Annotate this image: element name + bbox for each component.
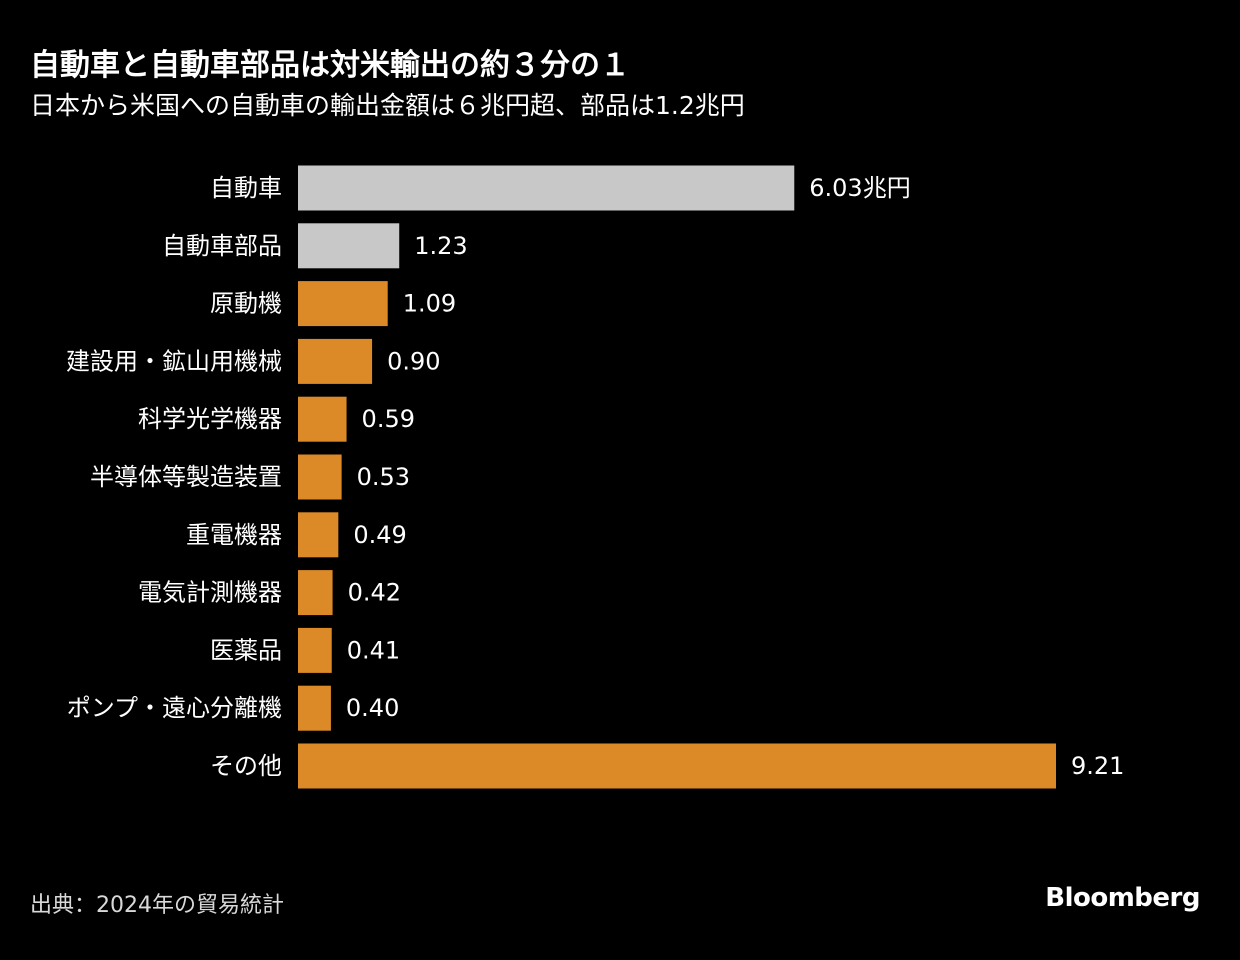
value-label: 0.40 [346, 694, 399, 722]
value-label: 9.21 [1071, 752, 1124, 780]
value-label: 1.09 [403, 290, 456, 318]
source-note: 出典：2024年の貿易統計 [30, 893, 284, 918]
bar [298, 396, 347, 442]
bar [298, 223, 400, 269]
category-label: 重電機器 [186, 521, 282, 549]
bar [298, 512, 339, 558]
value-label: 0.42 [348, 579, 401, 607]
value-label: 0.49 [353, 521, 406, 549]
bar [298, 570, 333, 616]
value-label: 1.23 [414, 232, 467, 260]
bar [298, 281, 388, 327]
category-label: その他 [210, 752, 282, 780]
value-label: 0.59 [362, 405, 415, 433]
value-label: 0.90 [387, 347, 440, 375]
category-label: 医薬品 [210, 636, 282, 664]
value-label: 0.41 [347, 636, 400, 664]
bar [298, 685, 331, 731]
category-label: 建設用・鉱山用機械 [66, 347, 282, 375]
value-label: 6.03兆円 [809, 174, 910, 202]
category-label: 自動車 [210, 174, 282, 202]
chart-title: 自動車と自動車部品は対米輸出の約３分の１ [30, 48, 630, 83]
bar [298, 627, 332, 673]
bar [298, 165, 795, 211]
bar [298, 338, 373, 384]
bar [298, 454, 342, 500]
value-label: 0.53 [357, 463, 410, 491]
category-label: 電気計測機器 [138, 579, 282, 607]
category-label: 原動機 [210, 290, 282, 318]
category-label: 自動車部品 [162, 232, 282, 260]
category-label: 科学光学機器 [138, 405, 282, 433]
category-label: ポンプ・遠心分離機 [67, 694, 282, 722]
brand-logo: Bloomberg [1045, 883, 1200, 913]
category-label: 半導体等製造装置 [90, 463, 282, 491]
chart-subtitle: 日本から米国への自動車の輸出金額は６兆円超、部品は1.2兆円 [30, 91, 745, 120]
bar [298, 743, 1056, 789]
